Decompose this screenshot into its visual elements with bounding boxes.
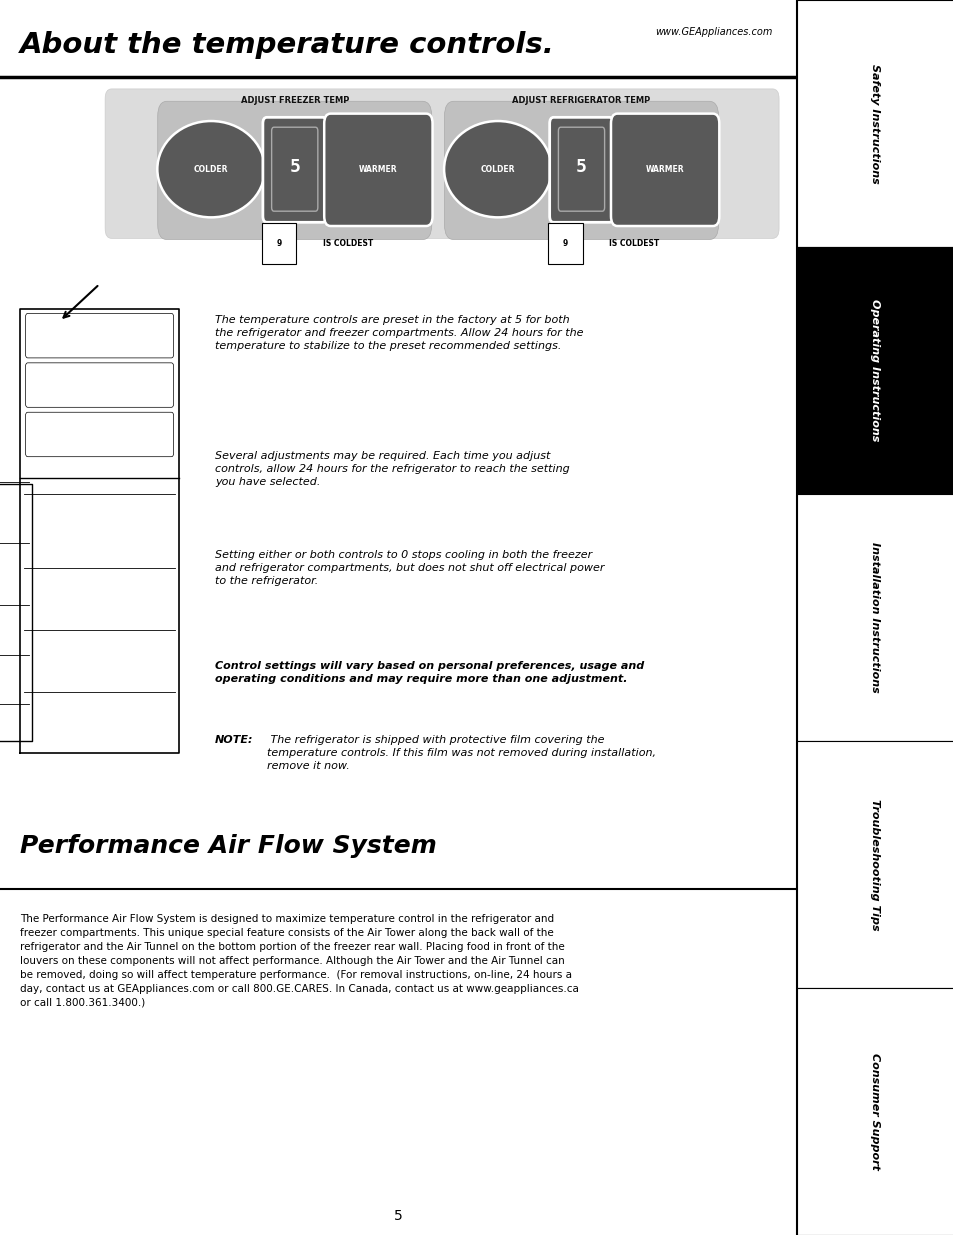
Text: WARMER: WARMER xyxy=(645,164,683,174)
Bar xyxy=(796,494,953,741)
Text: 5: 5 xyxy=(394,1209,402,1223)
FancyBboxPatch shape xyxy=(105,89,779,238)
Text: 5: 5 xyxy=(289,158,300,175)
FancyBboxPatch shape xyxy=(261,224,295,264)
Text: Performance Air Flow System: Performance Air Flow System xyxy=(20,834,436,857)
Text: About the temperature controls.: About the temperature controls. xyxy=(20,31,555,59)
Text: Installation Instructions: Installation Instructions xyxy=(869,542,880,693)
Text: IS COLDEST: IS COLDEST xyxy=(322,238,373,248)
FancyBboxPatch shape xyxy=(558,127,604,211)
FancyBboxPatch shape xyxy=(263,117,326,222)
Text: WARMER: WARMER xyxy=(358,164,397,174)
Text: IS COLDEST: IS COLDEST xyxy=(609,238,659,248)
Ellipse shape xyxy=(444,121,551,217)
Text: Setting either or both controls to 0 stops cooling in both the freezer
and refri: Setting either or both controls to 0 sto… xyxy=(214,550,604,585)
FancyBboxPatch shape xyxy=(26,412,173,457)
Text: COLDER: COLDER xyxy=(480,164,515,174)
Text: Troubleshooting Tips: Troubleshooting Tips xyxy=(869,799,880,930)
Text: The temperature controls are preset in the factory at 5 for both
the refrigerato: The temperature controls are preset in t… xyxy=(214,315,583,351)
Text: NOTE:: NOTE: xyxy=(214,735,253,745)
Text: Consumer Support: Consumer Support xyxy=(869,1053,880,1170)
Text: www.GEAppliances.com: www.GEAppliances.com xyxy=(655,27,772,37)
FancyBboxPatch shape xyxy=(157,101,432,240)
FancyBboxPatch shape xyxy=(272,127,317,211)
Text: The Performance Air Flow System is designed to maximize temperature control in t: The Performance Air Flow System is desig… xyxy=(20,914,578,1008)
Text: ADJUST REFRIGERATOR TEMP: ADJUST REFRIGERATOR TEMP xyxy=(512,96,650,105)
Bar xyxy=(796,0,953,247)
Bar xyxy=(796,741,953,988)
FancyBboxPatch shape xyxy=(324,114,432,226)
Bar xyxy=(796,247,953,494)
Ellipse shape xyxy=(157,121,265,217)
FancyBboxPatch shape xyxy=(444,101,718,240)
Text: 9: 9 xyxy=(275,238,281,248)
Text: Safety Instructions: Safety Instructions xyxy=(869,64,880,183)
Bar xyxy=(796,988,953,1235)
Text: 9: 9 xyxy=(562,238,568,248)
FancyBboxPatch shape xyxy=(610,114,719,226)
FancyBboxPatch shape xyxy=(548,224,582,264)
FancyBboxPatch shape xyxy=(26,314,173,358)
Text: Control settings will vary based on personal preferences, usage and
operating co: Control settings will vary based on pers… xyxy=(214,661,643,684)
Text: Several adjustments may be required. Each time you adjust
controls, allow 24 hou: Several adjustments may be required. Eac… xyxy=(214,451,569,487)
Text: 5: 5 xyxy=(576,158,586,175)
Text: Operating Instructions: Operating Instructions xyxy=(869,299,880,442)
FancyBboxPatch shape xyxy=(549,117,613,222)
Text: ADJUST FREEZER TEMP: ADJUST FREEZER TEMP xyxy=(240,96,349,105)
FancyBboxPatch shape xyxy=(26,363,173,408)
Text: COLDER: COLDER xyxy=(193,164,228,174)
Text: The refrigerator is shipped with protective film covering the
temperature contro: The refrigerator is shipped with protect… xyxy=(267,735,655,771)
